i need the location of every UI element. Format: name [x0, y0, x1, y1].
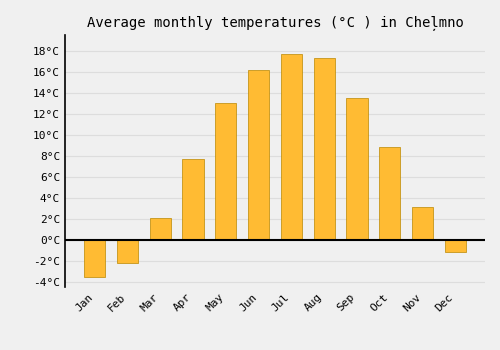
Bar — [182, 159, 204, 240]
Bar — [248, 70, 270, 240]
Bar — [280, 54, 302, 240]
Bar — [412, 207, 433, 240]
Bar — [84, 240, 106, 276]
Bar — [150, 218, 171, 240]
Bar — [346, 98, 368, 240]
Bar — [444, 240, 466, 252]
Bar — [314, 58, 335, 240]
Bar — [117, 240, 138, 263]
Bar — [379, 147, 400, 240]
Bar — [215, 103, 236, 240]
Title: Average monthly temperatures (°C ) in Cheļmno: Average monthly temperatures (°C ) in Ch… — [86, 16, 464, 31]
